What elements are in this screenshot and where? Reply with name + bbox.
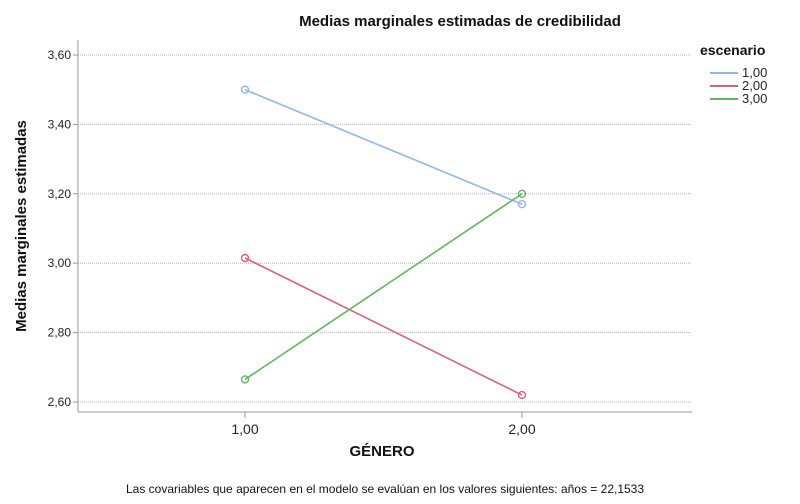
series-line [244, 193, 523, 381]
x-axis-ticks: 1,00 2,00 [231, 412, 536, 437]
data-point [517, 189, 527, 199]
data-point [517, 200, 527, 209]
y-axis-ticks: 2,60 2,80 3,00 3,20 3,40 3,60 [48, 48, 78, 409]
gridlines [78, 54, 692, 403]
x-tick-label: 2,00 [508, 421, 535, 437]
legend-title: escenario [700, 42, 765, 58]
y-tick-label: 2,60 [48, 395, 72, 409]
legend-entry: 2,00 [742, 78, 767, 93]
data-point [240, 375, 250, 384]
legend: escenario 1,002,003,00 [700, 42, 767, 106]
chart: Medias marginales estimadas de credibili… [13, 13, 767, 460]
legend-entry: 1,00 [742, 65, 767, 80]
y-tick-label: 2,80 [48, 326, 72, 340]
y-tick-label: 3,20 [48, 187, 72, 201]
x-tick-label: 1,00 [231, 421, 258, 437]
footnote: Las covariables que aparecen en el model… [126, 482, 645, 496]
series-line [244, 88, 523, 205]
y-tick-label: 3,60 [48, 48, 72, 62]
y-tick-label: 3,00 [48, 256, 72, 270]
chart-title: Medias marginales estimadas de credibili… [299, 13, 621, 30]
series-line [244, 257, 523, 396]
data-point [240, 85, 250, 94]
data-point [517, 390, 527, 400]
legend-entry: 3,00 [742, 91, 767, 106]
x-axis-label: GÉNERO [349, 443, 414, 460]
y-tick-label: 3,40 [48, 117, 72, 131]
data-point [240, 253, 250, 263]
y-axis-label: Medias marginales estimadas [13, 120, 30, 332]
series-lines [240, 85, 527, 400]
